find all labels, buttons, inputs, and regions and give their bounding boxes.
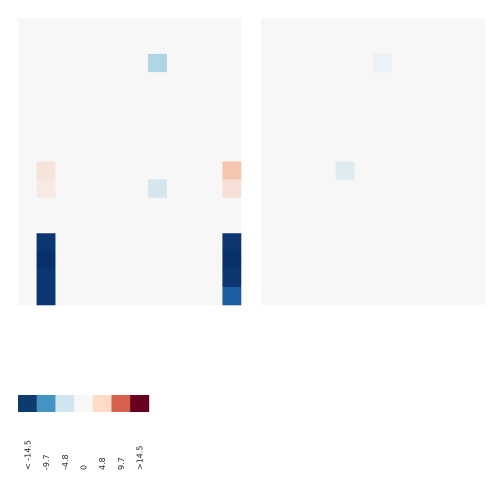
heatmap-cell bbox=[36, 161, 56, 180]
heatmap-cell bbox=[36, 251, 56, 270]
heatmap-cell bbox=[148, 179, 167, 198]
heatmap-cell bbox=[222, 161, 242, 180]
heatmap-cell bbox=[222, 287, 242, 306]
heatmap-cell bbox=[36, 179, 56, 198]
heatmap-cell bbox=[36, 233, 56, 252]
legend-swatch bbox=[55, 395, 75, 412]
heatmap-cell bbox=[36, 287, 56, 306]
legend-label: < -14.5 bbox=[23, 440, 32, 470]
heatmap-cell bbox=[373, 53, 392, 73]
legend-label: -4.8 bbox=[61, 454, 70, 470]
heatmap-cell bbox=[222, 233, 242, 252]
legend-label: 0 bbox=[79, 465, 88, 470]
heatmap-panel-right bbox=[261, 18, 485, 305]
heatmap-panel-left bbox=[18, 18, 242, 306]
legend-swatch bbox=[92, 395, 112, 412]
legend-swatch bbox=[36, 395, 56, 412]
heatmap-cell bbox=[222, 179, 242, 198]
heatmap-cell bbox=[148, 53, 167, 73]
legend-swatches bbox=[18, 395, 150, 412]
legend-swatch bbox=[130, 395, 150, 412]
legend-label: 9.7 bbox=[117, 457, 126, 470]
legend-swatch bbox=[18, 395, 37, 412]
heatmap-cell bbox=[36, 269, 56, 288]
legend-label: -9.7 bbox=[42, 454, 51, 470]
color-legend: < -14.5 -9.7 -4.8 0 4.8 9.7 >14.5 bbox=[18, 395, 150, 470]
legend-label: >14.5 bbox=[136, 445, 145, 470]
heatmap-cell bbox=[222, 251, 242, 270]
legend-swatch bbox=[111, 395, 131, 412]
heatmap-cell bbox=[222, 269, 242, 288]
legend-swatch bbox=[74, 395, 94, 412]
heatmap-cell bbox=[335, 161, 355, 180]
legend-label: 4.8 bbox=[98, 457, 107, 470]
legend-labels: < -14.5 -9.7 -4.8 0 4.8 9.7 >14.5 bbox=[23, 440, 144, 470]
